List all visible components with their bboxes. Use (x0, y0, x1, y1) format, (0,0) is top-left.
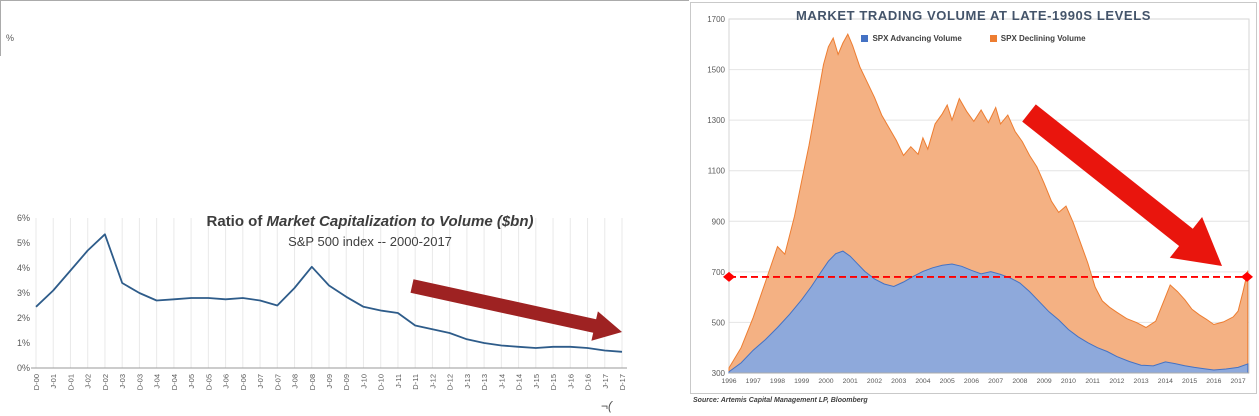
svg-text:2013: 2013 (1134, 378, 1149, 385)
svg-text:J-16: J-16 (566, 374, 575, 389)
svg-text:1100: 1100 (708, 167, 726, 176)
svg-text:J-14: J-14 (497, 374, 506, 389)
svg-text:2003: 2003 (891, 378, 906, 385)
svg-text:D-05: D-05 (204, 374, 213, 390)
svg-text:D-11: D-11 (411, 374, 420, 390)
advancing-volume-swatch (861, 35, 869, 42)
svg-text:6%: 6% (17, 213, 30, 223)
volume-chart-legend: SPX Advancing Volume SPX Declining Volum… (691, 34, 1256, 43)
svg-text:2016: 2016 (1206, 378, 1221, 385)
svg-text:1997: 1997 (746, 378, 761, 385)
svg-text:2000: 2000 (818, 378, 833, 385)
legend-item-declining: SPX Declining Volume (989, 34, 1086, 43)
svg-text:D-13: D-13 (480, 374, 489, 390)
svg-text:D-17: D-17 (618, 374, 627, 390)
volume-chart-panel: MARKET TRADING VOLUME AT LATE-1990S LEVE… (690, 2, 1257, 394)
svg-text:D-12: D-12 (446, 374, 455, 390)
top-border-line (0, 0, 689, 1)
ratio-chart: 0% 1% 2% 3% 4% 5% 6% D-00 J-01 D-01 J-02 D-02 J-03 D-… (0, 203, 660, 416)
cutoff-text-fragment: ¬( (601, 399, 613, 413)
svg-text:J-08: J-08 (291, 374, 300, 389)
svg-text:300: 300 (712, 369, 726, 378)
svg-text:500: 500 (712, 318, 726, 327)
svg-text:3%: 3% (17, 288, 30, 298)
svg-text:2011: 2011 (1085, 378, 1100, 385)
svg-text:1999: 1999 (794, 378, 809, 385)
svg-text:2005: 2005 (940, 378, 955, 385)
svg-text:J-15: J-15 (532, 374, 541, 389)
svg-text:D-06: D-06 (239, 374, 248, 390)
svg-text:D-08: D-08 (308, 374, 317, 390)
declining-volume-swatch (989, 35, 997, 42)
svg-text:J-07: J-07 (256, 374, 265, 389)
svg-text:D-16: D-16 (584, 374, 593, 390)
svg-text:J-06: J-06 (222, 374, 231, 389)
svg-text:2015: 2015 (1182, 378, 1197, 385)
svg-text:2004: 2004 (915, 378, 930, 385)
svg-text:1300: 1300 (707, 116, 725, 125)
advancing-volume-label: SPX Advancing Volume (872, 34, 962, 43)
svg-text:J-03: J-03 (118, 374, 127, 389)
declining-volume-label: SPX Declining Volume (1000, 34, 1086, 43)
svg-text:J-12: J-12 (428, 374, 437, 389)
svg-text:D-10: D-10 (377, 374, 386, 390)
svg-text:D-09: D-09 (342, 374, 351, 390)
svg-text:J-13: J-13 (463, 374, 472, 389)
svg-text:2006: 2006 (964, 378, 979, 385)
svg-text:2002: 2002 (867, 378, 882, 385)
svg-text:D-01: D-01 (66, 374, 75, 390)
svg-text:1700: 1700 (707, 15, 725, 24)
svg-text:2008: 2008 (1012, 378, 1027, 385)
svg-text:D-04: D-04 (170, 374, 179, 390)
svg-text:2009: 2009 (1037, 378, 1052, 385)
svg-text:1996: 1996 (721, 378, 736, 385)
svg-text:J-02: J-02 (84, 374, 93, 389)
svg-text:2017: 2017 (1231, 378, 1246, 385)
volume-chart-plot: 300 500 700 900 1100 1300 1500 1700 1996 1997 1998… (707, 15, 1253, 385)
svg-text:1%: 1% (17, 338, 30, 348)
svg-text:1998: 1998 (770, 378, 785, 385)
svg-text:D-07: D-07 (273, 374, 282, 390)
svg-text:2012: 2012 (1109, 378, 1124, 385)
svg-text:J-05: J-05 (187, 374, 196, 389)
svg-text:J-11: J-11 (394, 374, 403, 388)
volume-chart-title: MARKET TRADING VOLUME AT LATE-1990S LEVE… (795, 8, 1152, 23)
svg-text:2%: 2% (17, 313, 30, 323)
svg-text:D-02: D-02 (101, 374, 110, 390)
svg-text:D-03: D-03 (135, 374, 144, 390)
svg-text:2010: 2010 (1061, 378, 1076, 385)
svg-text:J-17: J-17 (601, 374, 610, 389)
svg-text:1500: 1500 (707, 66, 725, 75)
svg-text:2007: 2007 (988, 378, 1003, 385)
svg-text:D-14: D-14 (515, 374, 524, 390)
svg-text:2014: 2014 (1158, 378, 1173, 385)
svg-text:2001: 2001 (843, 378, 858, 385)
svg-text:J-10: J-10 (359, 374, 368, 389)
source-note: Source: Artemis Capital Management LP, B… (693, 397, 868, 404)
svg-text:5%: 5% (17, 238, 30, 248)
svg-text:J-01: J-01 (49, 374, 58, 389)
left-border-line (0, 0, 1, 56)
legend-item-advancing: SPX Advancing Volume (861, 34, 962, 43)
svg-text:J-09: J-09 (325, 374, 334, 389)
svg-text:4%: 4% (17, 263, 30, 273)
svg-text:900: 900 (712, 217, 726, 226)
ratio-chart-plot: 0% 1% 2% 3% 4% 5% 6% D-00 J-01 D-01 J-02 D-02 J-03 D-… (17, 213, 627, 390)
svg-text:0%: 0% (17, 363, 30, 373)
svg-text:D-00: D-00 (32, 374, 41, 390)
svg-text:J-04: J-04 (153, 374, 162, 389)
svg-text:D-15: D-15 (549, 374, 558, 390)
stray-percent-label: % (6, 33, 15, 43)
svg-text:700: 700 (712, 268, 726, 277)
